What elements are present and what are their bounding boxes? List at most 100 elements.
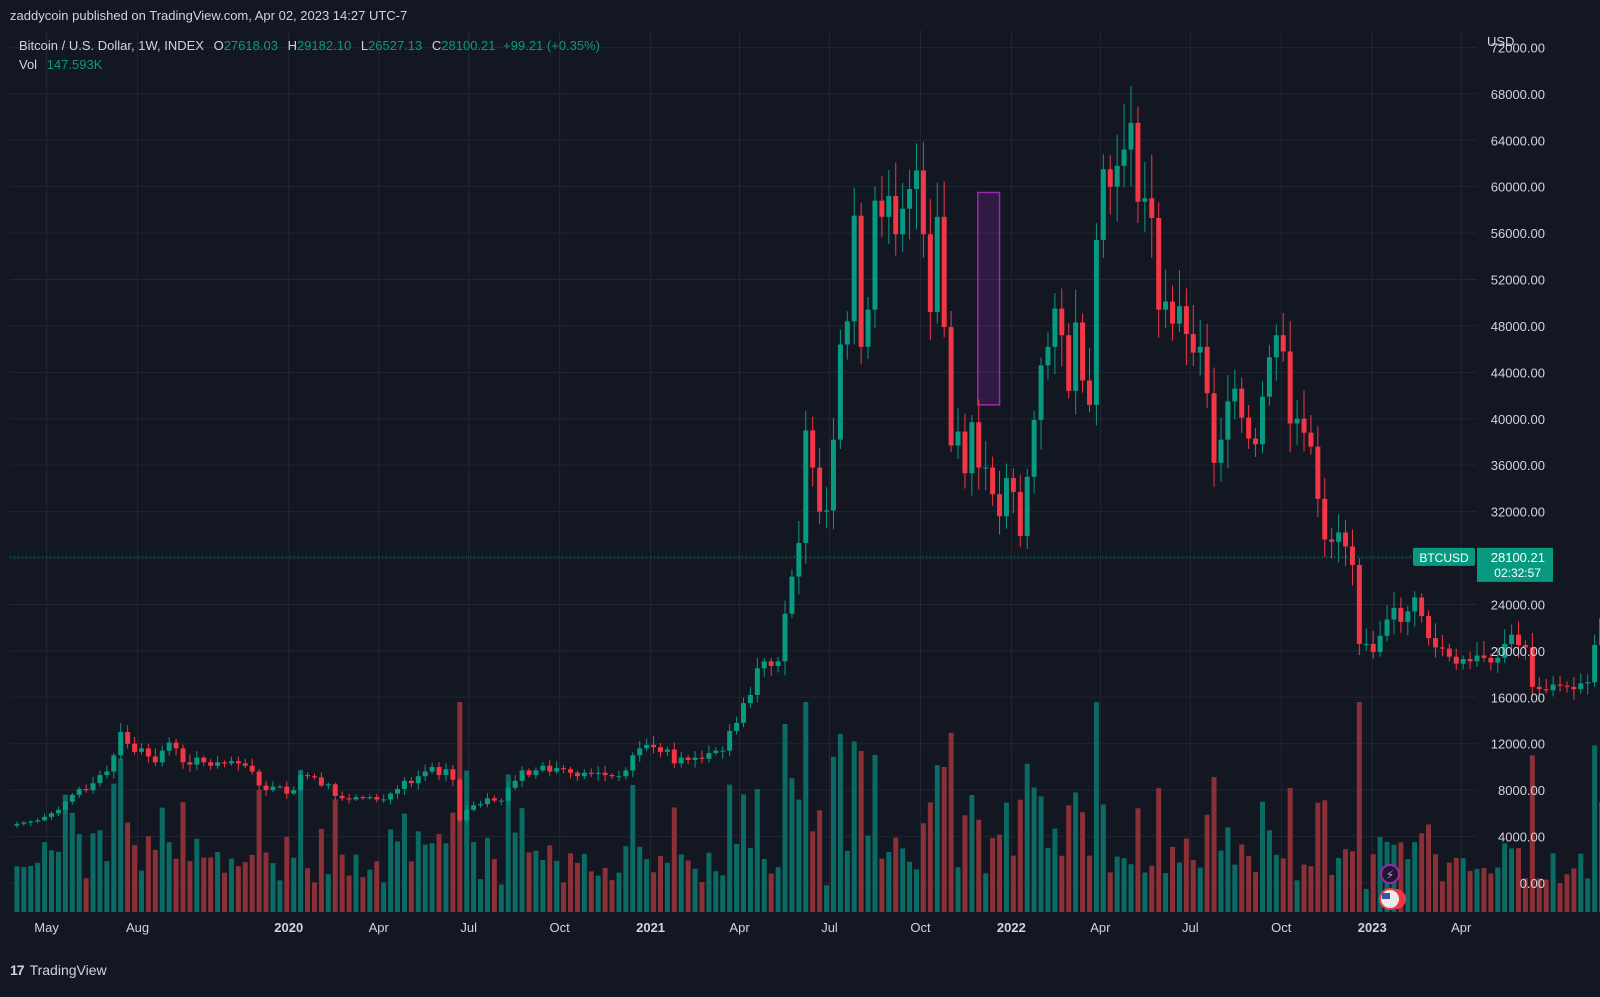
candle-body <box>408 780 414 784</box>
candle-body <box>228 761 234 764</box>
volume-bar <box>519 808 525 912</box>
candle-body <box>318 777 324 786</box>
volume-bar <box>1156 788 1162 912</box>
volume-bar <box>547 845 553 912</box>
volume-bar <box>907 861 913 912</box>
legend-change: +99.21 (+0.35%) <box>503 38 601 53</box>
candle-body <box>554 768 560 772</box>
candle-body <box>1356 565 1362 644</box>
candle-body <box>574 772 580 777</box>
volume-bar <box>395 841 401 912</box>
candle-body <box>450 769 456 780</box>
candle-body <box>35 820 41 822</box>
volume-bar <box>775 867 781 912</box>
volume-bar <box>747 847 753 912</box>
tradingview-brand[interactable]: 17 TradingView <box>10 962 107 978</box>
candle-body <box>1170 301 1176 324</box>
volume-bar <box>332 799 338 912</box>
candle-body <box>1294 418 1300 424</box>
candle-body <box>824 510 830 512</box>
candle-body <box>969 422 975 474</box>
time-tick-label: May <box>34 920 59 935</box>
volume-bar <box>235 866 241 912</box>
volume-bar <box>1550 853 1556 912</box>
candle-body <box>21 822 27 824</box>
legend-ohlc-row: Bitcoin / U.S. Dollar, 1W, INDEX O27618.… <box>19 36 600 55</box>
candle-body <box>1225 401 1231 440</box>
time-tick-label: Apr <box>369 920 390 935</box>
price-tick-label: 64000.00 <box>1491 133 1545 148</box>
volume-bar <box>796 799 802 912</box>
volume-bar <box>837 733 843 912</box>
candle-body <box>1502 643 1508 658</box>
volume-bar <box>187 861 193 912</box>
price-tick-label: 16000.00 <box>1491 690 1545 705</box>
price-tick-label: 56000.00 <box>1491 226 1545 241</box>
candle-body <box>1266 357 1272 397</box>
highlight-box <box>977 191 1001 406</box>
candle-body <box>1343 532 1349 547</box>
symbol-legend[interactable]: Bitcoin / U.S. Dollar, 1W, INDEX O27618.… <box>19 36 600 74</box>
candle-body <box>1460 659 1466 664</box>
time-tick-label: Apr <box>1090 920 1111 935</box>
volume-bar <box>104 861 110 912</box>
volume-bar <box>14 866 20 912</box>
candle-body <box>616 776 622 778</box>
candle-body <box>270 786 276 791</box>
price-tick-label: 68000.00 <box>1491 87 1545 102</box>
volume-bar <box>1322 800 1328 912</box>
candle-body <box>1128 122 1134 150</box>
candle-body <box>858 215 864 347</box>
candle-body <box>263 785 269 791</box>
time-axis[interactable]: May Aug 2020 Apr Jul Oct 2021 Apr Jul Oct 2022 Apr J… <box>34 920 1472 935</box>
volume-bar <box>1432 854 1438 912</box>
volume-bar <box>962 815 968 912</box>
volume-bar <box>595 875 601 912</box>
candle-body <box>872 200 878 310</box>
time-tick-label: Oct <box>550 920 571 935</box>
volume-bar <box>125 822 131 912</box>
volume-bar <box>464 770 470 912</box>
candle-body <box>1066 335 1072 391</box>
candle-body <box>1149 198 1155 219</box>
volume-bar <box>28 865 34 912</box>
volume-bar <box>1024 763 1030 912</box>
price-tick-label: 32000.00 <box>1491 505 1545 520</box>
candle-body <box>588 772 594 774</box>
volume-bar <box>1585 878 1591 912</box>
candle-body <box>1024 476 1030 536</box>
volume-bar <box>1495 867 1501 912</box>
candle-body <box>159 750 165 763</box>
candle-body <box>1003 477 1009 517</box>
volume-bar <box>450 812 456 912</box>
volume-bar <box>1426 824 1432 912</box>
legend-close-value: 28100.21 <box>441 38 496 53</box>
legend-high-label: H <box>287 38 297 53</box>
candle-body <box>678 757 684 764</box>
candle-body <box>284 786 290 794</box>
legend-low-label: L <box>360 38 369 53</box>
volume-bar <box>644 859 650 912</box>
time-tick-label: 2023 <box>1358 920 1387 935</box>
volume-bar <box>754 788 760 912</box>
price-tag-value: 28100.21 <box>1491 550 1545 565</box>
symbol-tag: BTCUSD <box>1419 551 1469 565</box>
candle-body <box>436 766 442 776</box>
volume-bar <box>111 783 117 912</box>
candle-body <box>1038 365 1044 420</box>
volume-bar <box>1093 702 1099 912</box>
legend-vol-label: Vol <box>19 57 38 72</box>
candle-body <box>886 195 892 217</box>
price-axis[interactable]: 0.00 4000.00 8000.00 12000.00 16000.00 20000.… <box>1487 34 1545 891</box>
volume-bar <box>976 819 982 912</box>
candle-body <box>311 776 317 778</box>
highlight-box-layer <box>977 191 1001 406</box>
volume-bar <box>1170 846 1176 912</box>
candle-body <box>651 744 657 748</box>
candle-body <box>1439 647 1445 649</box>
candle-body <box>561 768 567 770</box>
volume-bar <box>90 833 96 912</box>
candle-body <box>1578 683 1584 690</box>
